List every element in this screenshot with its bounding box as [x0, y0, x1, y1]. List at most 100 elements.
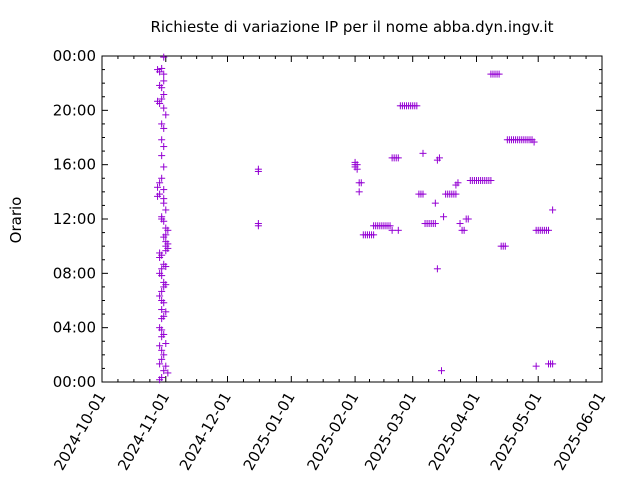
data-point [545, 226, 553, 234]
y-tick-label: 00:00 [53, 373, 96, 391]
chart-title: Richieste di variazione IP per il nome a… [150, 18, 553, 36]
data-point [158, 315, 166, 323]
data-point [156, 179, 164, 187]
data-point [464, 215, 472, 223]
data-point [160, 53, 168, 61]
data-point [532, 362, 540, 370]
x-tick-label: 2025-06-01 [550, 389, 609, 474]
data-point [158, 265, 166, 273]
data-point [438, 367, 446, 375]
data-point [549, 360, 557, 368]
data-point [353, 165, 361, 173]
data-point [162, 111, 170, 119]
data-point [162, 247, 170, 255]
data-point [162, 308, 170, 316]
plot-frame [101, 55, 603, 383]
data-point [156, 253, 164, 261]
x-tick-label: 2025-03-01 [361, 389, 420, 474]
data-point [160, 217, 168, 225]
data-point [158, 84, 166, 92]
data-point [435, 154, 443, 162]
data-point [156, 342, 164, 350]
data-point [154, 183, 162, 191]
data-point [156, 376, 164, 384]
data-point [158, 346, 166, 354]
data-point [355, 188, 363, 196]
y-axis: 00:00 04:00 08:00 12:00 16:00 20:00 00:00 [53, 47, 602, 391]
data-point [160, 186, 168, 194]
data-point [394, 154, 402, 162]
data-point [162, 206, 170, 214]
data-point [158, 333, 166, 341]
data-point [454, 179, 462, 187]
data-point [160, 283, 168, 291]
data-point [431, 199, 439, 207]
data-point [549, 206, 557, 214]
data-point [158, 272, 166, 280]
y-tick-label: 20:00 [53, 101, 96, 119]
data-point [158, 355, 166, 363]
data-point [158, 120, 166, 128]
data-point [370, 231, 378, 239]
data-point [160, 233, 168, 241]
data-point [160, 351, 168, 359]
x-tick-label: 2025-04-01 [425, 389, 484, 474]
x-tick-label: 2025-05-01 [486, 389, 545, 474]
data-point [394, 226, 402, 234]
data-point [254, 222, 262, 230]
x-tick-label: 2025-02-01 [303, 389, 362, 474]
data-point [162, 340, 170, 348]
data-point [160, 199, 168, 207]
y-tick-label: 16:00 [53, 156, 96, 174]
data-point [162, 263, 170, 271]
data-point [160, 143, 168, 151]
data-point [158, 326, 166, 334]
data-point [160, 90, 168, 98]
data-point [431, 220, 439, 228]
data-point [460, 226, 468, 234]
data-point [456, 220, 464, 228]
data-point [254, 165, 262, 173]
data-point [495, 70, 503, 78]
data-point [158, 306, 166, 314]
y-tick-label: 12:00 [53, 210, 96, 228]
x-tick-label: 2024-12-01 [176, 389, 235, 474]
data-point [160, 70, 168, 78]
data-point [452, 190, 460, 198]
data-point [158, 287, 166, 295]
data-point [156, 292, 164, 300]
data-point [160, 104, 168, 112]
data-point [419, 149, 427, 157]
data-point [158, 136, 166, 144]
data-point [419, 190, 427, 198]
data-point [440, 213, 448, 221]
data-point [158, 174, 166, 182]
data-point [357, 179, 365, 187]
data-point [501, 242, 509, 250]
data-point [160, 77, 168, 85]
data-point [413, 102, 421, 110]
data-point [164, 226, 172, 234]
data-point [154, 192, 162, 200]
data-point [160, 163, 168, 171]
x-tick-label: 2024-10-01 [50, 389, 109, 474]
data-point [158, 95, 166, 103]
x-tick-label: 2025-01-01 [240, 389, 299, 474]
data-point [487, 177, 495, 185]
y-tick-label: 08:00 [53, 264, 96, 282]
x-axis: 2024-10-01 2024-11-01 2024-12-01 2025-01-01… [50, 56, 609, 474]
data-point [388, 226, 396, 234]
data-point [162, 362, 170, 370]
data-point [530, 138, 538, 146]
data-point [156, 360, 164, 368]
y-tick-label: 04:00 [53, 319, 96, 337]
data-point [164, 369, 172, 377]
data-point [160, 124, 168, 132]
data-point [158, 64, 166, 72]
data-point [433, 265, 441, 273]
x-tick-label: 2024-11-01 [114, 389, 173, 474]
y-axis-title: Orario [7, 197, 25, 244]
data-point [160, 299, 168, 307]
data-point [158, 152, 166, 160]
